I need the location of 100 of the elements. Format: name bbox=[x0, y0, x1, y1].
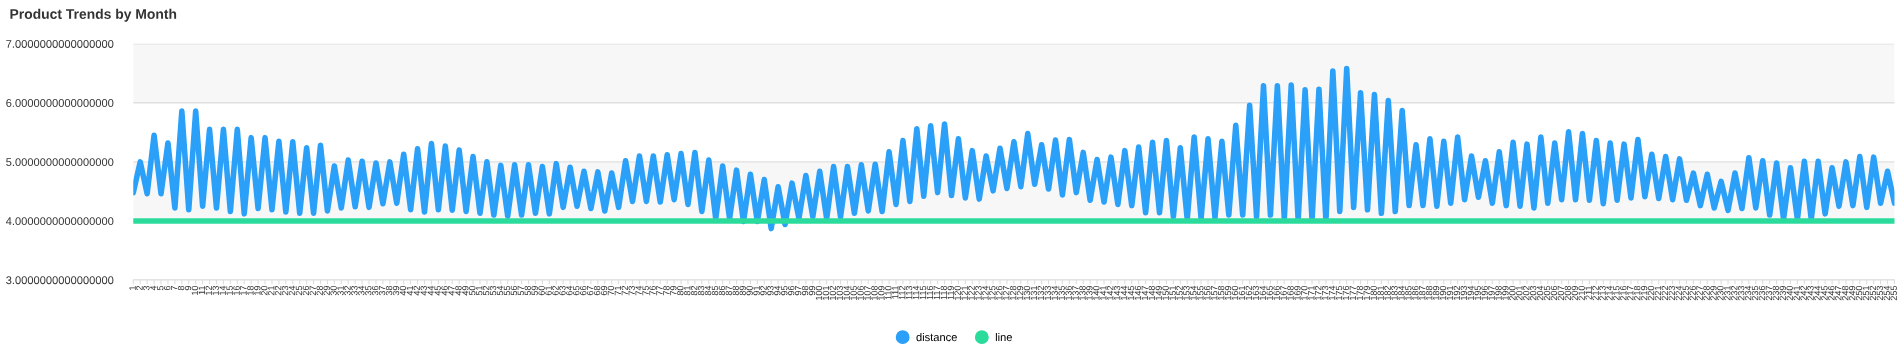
x-tick-label: 74 bbox=[635, 285, 642, 296]
x-tick-label: 72 bbox=[621, 286, 628, 296]
x-tick-label: 231 bbox=[1724, 285, 1731, 301]
x-tick-label: 73 bbox=[628, 285, 635, 296]
x-tick-label: 249 bbox=[1848, 285, 1856, 301]
x-tick-label: 120 bbox=[954, 285, 961, 300]
x-tick-label: 237 bbox=[1765, 286, 1773, 301]
x-tick-label: 37 bbox=[378, 286, 386, 296]
x-tick-label: 68 bbox=[593, 285, 601, 296]
x-tick-label: 168 bbox=[1287, 285, 1294, 300]
x-tick-label: 41 bbox=[406, 286, 413, 296]
x-tick-label: 233 bbox=[1737, 285, 1745, 301]
x-tick-label: 43 bbox=[420, 285, 427, 296]
x-tick-label: 197 bbox=[1488, 286, 1495, 300]
x-tick-label: 174 bbox=[1328, 285, 1336, 300]
x-tick-label: 182 bbox=[1384, 286, 1391, 300]
x-tick-label: 12 bbox=[205, 286, 212, 295]
x-tick-label: 4 bbox=[150, 285, 157, 291]
x-tick-label: 21 bbox=[267, 286, 275, 296]
x-tick-label: 247 bbox=[1835, 286, 1842, 301]
x-tick-label: 141 bbox=[1100, 285, 1107, 300]
x-tick-label: 105 bbox=[850, 285, 857, 300]
x-tick-label: 83 bbox=[697, 285, 705, 296]
x-tick-label: 152 bbox=[1176, 286, 1183, 300]
x-tick-label: 122 bbox=[968, 286, 975, 300]
x-tick-label: 158 bbox=[1217, 285, 1225, 300]
x-tick-label: 1 bbox=[129, 286, 136, 290]
x-tick-label: 115 bbox=[919, 285, 927, 300]
x-tick-label: 50 bbox=[469, 285, 476, 296]
x-tick-label: 58 bbox=[524, 285, 531, 296]
x-tick-label: 195 bbox=[1474, 285, 1481, 300]
x-tick-label: 94 bbox=[774, 285, 781, 296]
x-tick-label: 215 bbox=[1613, 285, 1620, 301]
x-tick-label: 159 bbox=[1224, 285, 1232, 300]
x-tick-label: 89 bbox=[739, 285, 746, 296]
x-tick-label: 190 bbox=[1439, 285, 1447, 300]
y-tick-label: 6.0000000000000000 bbox=[6, 99, 114, 107]
x-tick-label: 113 bbox=[905, 285, 913, 300]
chart-title: Product Trends by Month bbox=[10, 8, 177, 22]
x-tick-label: 7 bbox=[171, 286, 178, 291]
x-tick-label: 79 bbox=[670, 285, 677, 296]
x-tick-label: 34 bbox=[358, 285, 365, 296]
x-tick-label: 69 bbox=[600, 285, 608, 296]
x-tick-label: 22 bbox=[274, 286, 282, 296]
x-tick-label: 23 bbox=[281, 285, 289, 296]
x-tick-label: 129 bbox=[1016, 285, 1024, 300]
x-tick-label: 254 bbox=[1883, 285, 1890, 301]
x-tick-label: 26 bbox=[302, 285, 310, 296]
x-tick-label: 143 bbox=[1113, 285, 1121, 300]
y-tick-label: 3.0000000000000000 bbox=[6, 276, 114, 285]
x-tick-label: 104 bbox=[843, 285, 850, 300]
x-tick-label: 98 bbox=[801, 285, 809, 296]
x-tick-label: 16 bbox=[233, 285, 240, 295]
x-tick-label: 196 bbox=[1481, 285, 1488, 300]
x-tick-label: 13 bbox=[212, 285, 219, 295]
x-tick-label: 11 bbox=[198, 286, 205, 295]
x-tick-label: 241 bbox=[1793, 285, 1800, 301]
x-tick-label: 228 bbox=[1703, 285, 1710, 301]
x-tick-label: 133 bbox=[1044, 285, 1051, 300]
x-tick-label: 86 bbox=[718, 285, 726, 296]
x-tick-label: 3 bbox=[143, 285, 150, 291]
x-tick-label: 199 bbox=[1502, 285, 1509, 300]
x-tick-label: 149 bbox=[1155, 285, 1162, 300]
y-tick-label: 4.0000000000000000 bbox=[5, 217, 114, 226]
x-tick-label: 192 bbox=[1453, 286, 1461, 300]
x-tick-label: 70 bbox=[607, 285, 615, 296]
x-tick-label: 180 bbox=[1370, 285, 1377, 300]
x-tick-label: 243 bbox=[1807, 285, 1814, 301]
x-tick-label: 160 bbox=[1231, 285, 1239, 300]
x-tick-label: 222 bbox=[1661, 286, 1668, 301]
x-tick-label: 130 bbox=[1023, 285, 1031, 300]
x-tick-label: 131 bbox=[1030, 285, 1038, 300]
x-tick-label: 93 bbox=[767, 285, 774, 296]
x-tick-label: 194 bbox=[1467, 285, 1474, 300]
x-tick-label: 14 bbox=[219, 285, 226, 295]
x-tick-label: 187 bbox=[1419, 286, 1426, 300]
x-tick-label: 77 bbox=[656, 286, 663, 296]
x-tick-label: 39 bbox=[392, 285, 400, 296]
x-tick-label: 125 bbox=[989, 285, 996, 300]
x-tick-label: 134 bbox=[1051, 285, 1058, 300]
x-tick-label: 33 bbox=[351, 285, 358, 296]
x-tick-label: 217 bbox=[1627, 286, 1634, 301]
x-tick-label: 139 bbox=[1086, 285, 1093, 300]
x-tick-label: 184 bbox=[1398, 285, 1405, 300]
y-tick-label: 5.0000000000000000 bbox=[6, 158, 114, 167]
x-tick-label: 137 bbox=[1072, 286, 1079, 300]
x-tick-label: 167 bbox=[1280, 286, 1287, 300]
x-tick-label: 205 bbox=[1543, 285, 1551, 301]
x-tick-label: 121 bbox=[961, 285, 968, 300]
x-tick-label: 154 bbox=[1190, 285, 1197, 300]
x-tick-label: 61 bbox=[545, 286, 552, 296]
x-tick-label: 145 bbox=[1127, 285, 1135, 300]
x-tick-label: 81 bbox=[684, 286, 691, 296]
x-tick-label: 92 bbox=[760, 286, 767, 296]
x-tick-label: 91 bbox=[753, 286, 760, 296]
x-tick-label: 55 bbox=[503, 285, 511, 296]
x-tick-label: 80 bbox=[677, 285, 684, 296]
x-tick-label: 206 bbox=[1550, 285, 1558, 301]
x-tick-label: 112 bbox=[898, 286, 906, 300]
x-tick-label: 220 bbox=[1647, 285, 1655, 301]
